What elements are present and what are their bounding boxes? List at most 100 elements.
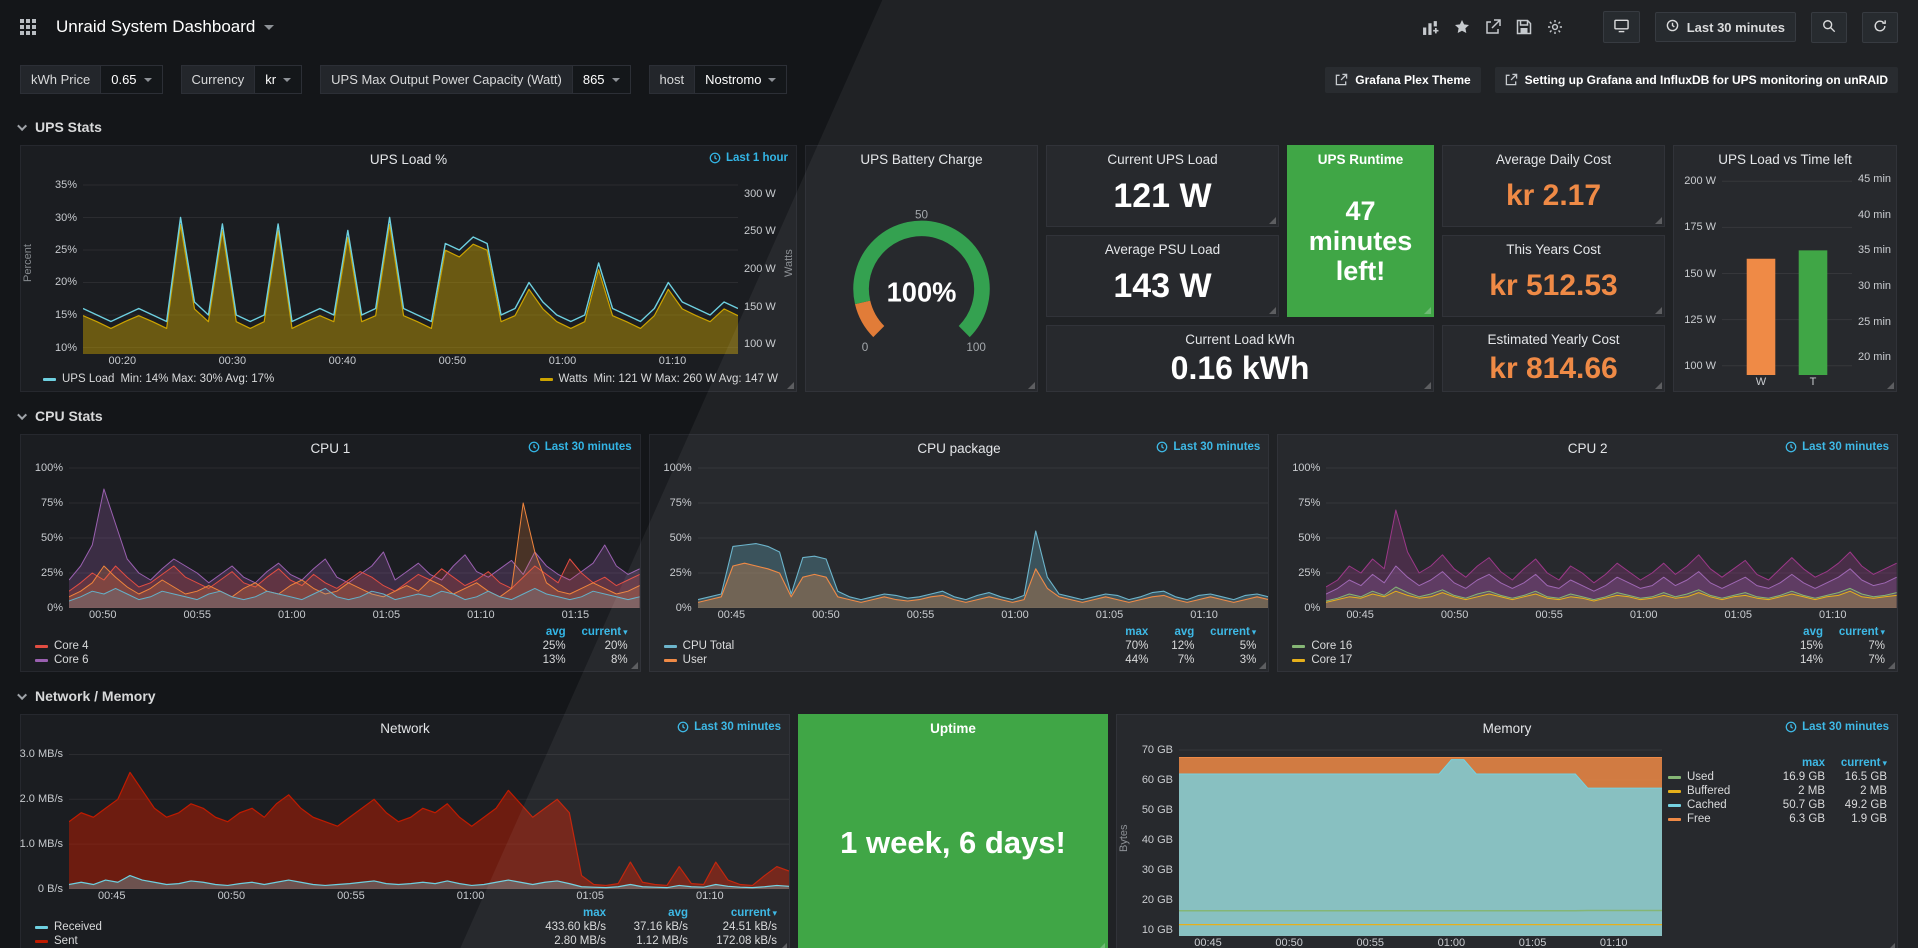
legend-column-header[interactable]: max (1125, 626, 1149, 638)
memory-graph: Bytes 70 GB 60 GB 50 GB 40 GB 30 GB 20 GB 10 GB… (1117, 741, 1897, 948)
panel-title[interactable]: CPU package (917, 440, 1001, 456)
legend-series-name[interactable]: Buffered (1668, 785, 1763, 797)
y-tick-label: 75% (669, 496, 692, 509)
panel-average-daily-cost: Average Daily Cost kr 2.17 (1442, 145, 1665, 227)
dashboard-link-ups-guide[interactable]: Setting up Grafana and InfluxDB for UPS … (1494, 66, 1898, 93)
plot-area[interactable] (1326, 461, 1897, 608)
variable-value-dropdown[interactable]: 0.65 (100, 65, 163, 94)
legend-value: 7% (1177, 654, 1195, 666)
y-tick-label: 25% (40, 566, 63, 579)
x-tick-label: 01:00 (1629, 609, 1658, 621)
chevron-down-icon (17, 689, 28, 700)
plot-area[interactable] (1179, 741, 1662, 936)
settings-gear-icon[interactable] (1547, 19, 1563, 35)
legend-column-header[interactable]: current ▾ (1840, 757, 1887, 769)
panel-title[interactable]: Uptime (930, 720, 976, 736)
x-tick-label: 01:10 (658, 355, 687, 367)
section-ups-stats[interactable]: UPS Stats (17, 113, 1898, 141)
svg-text:50: 50 (915, 208, 929, 221)
legend-column-header[interactable]: avg (1174, 626, 1195, 638)
panel-time-range: Last 30 minutes (1156, 441, 1260, 453)
panel-title[interactable]: Current Load kWh (1185, 331, 1295, 347)
legend-column-header[interactable]: avg (668, 907, 688, 919)
y-tick-label: 25 min (1858, 315, 1892, 328)
x-tick-label: 00:50 (217, 890, 246, 902)
dashboard-grid-icon[interactable] (20, 19, 36, 35)
plot-area[interactable] (83, 172, 738, 354)
legend-column-header[interactable]: avg (1803, 626, 1823, 638)
panel-title[interactable]: CPU 1 (310, 440, 351, 456)
x-tick-label: 01:10 (696, 890, 724, 902)
y-tick-label: 100% (663, 461, 692, 474)
svg-text:100%: 100% (887, 276, 957, 307)
y-tick-label: 40 min (1858, 208, 1892, 221)
zoom-out-button[interactable] (1811, 11, 1847, 43)
legend-column-header[interactable]: current ▾ (730, 907, 777, 919)
variable-value-dropdown[interactable]: kr (254, 65, 303, 94)
share-icon[interactable] (1485, 19, 1501, 35)
panel-title[interactable]: UPS Battery Charge (860, 151, 983, 167)
legend-column-header[interactable]: current ▾ (581, 626, 628, 638)
legend-series-name[interactable]: Free (1668, 813, 1763, 825)
legend-series-name[interactable]: Received (35, 921, 517, 933)
x-tick-label: 00:45 (1346, 609, 1374, 621)
panel-estimated-yearly-cost: Estimated Yearly Cost kr 814.66 (1442, 325, 1665, 392)
legend-column-header[interactable]: max (582, 907, 606, 919)
panel-title[interactable]: Network (380, 720, 430, 736)
y-tick-label: 100 W (1684, 359, 1716, 372)
legend-column-header[interactable]: current ▾ (1210, 626, 1257, 638)
plot-area[interactable] (69, 741, 789, 889)
star-icon[interactable] (1454, 19, 1470, 35)
legend-series-name[interactable]: Core 6 (35, 654, 520, 666)
y-tick-label: 30 min (1858, 279, 1892, 292)
legend-value: 25% (542, 640, 566, 652)
variable-value-dropdown[interactable]: 865 (571, 65, 631, 94)
dashboard-title[interactable]: Unraid System Dashboard (50, 16, 280, 38)
panel-title[interactable]: UPS Load % (369, 151, 448, 167)
tv-mode-button[interactable] (1602, 11, 1640, 43)
legend-series-name[interactable]: User (663, 654, 1103, 666)
legend-series-name[interactable]: UPS Load (62, 373, 115, 385)
x-axis: 00:45 00:50 00:55 01:00 01:05 01:10 (698, 608, 1261, 624)
plot-area[interactable] (69, 461, 640, 608)
section-cpu-stats[interactable]: CPU Stats (17, 402, 1898, 430)
plot-area[interactable] (697, 461, 1269, 608)
panel-title[interactable]: Memory (1482, 720, 1532, 736)
y-tick-label: 100% (1292, 461, 1321, 474)
dashboard-link-plex-theme[interactable]: Grafana Plex Theme (1325, 66, 1481, 93)
legend-series-name[interactable]: Used (1668, 771, 1763, 783)
legend-column-header[interactable]: current ▾ (1838, 626, 1885, 638)
panel-time-range: Last 30 minutes (1785, 721, 1889, 733)
variable-value-dropdown[interactable]: Nostromo (694, 65, 788, 94)
y-tick-label: 2.0 MB/s (19, 793, 63, 806)
time-range-picker[interactable]: Last 30 minutes (1654, 12, 1796, 42)
panel-title[interactable]: CPU 2 (1567, 440, 1608, 456)
panel-title[interactable]: This Years Cost (1506, 241, 1601, 257)
panel-title[interactable]: Estimated Yearly Cost (1487, 331, 1620, 347)
section-network-memory[interactable]: Network / Memory (17, 682, 1898, 710)
save-icon[interactable] (1516, 19, 1532, 35)
legend-series-color-icon (663, 658, 677, 662)
add-panel-icon[interactable] (1422, 19, 1439, 36)
panel-title[interactable]: Average Daily Cost (1495, 151, 1612, 167)
panel-title[interactable]: Current UPS Load (1107, 151, 1218, 167)
panel-title[interactable]: UPS Runtime (1317, 151, 1404, 167)
panel-title[interactable]: Average PSU Load (1104, 241, 1221, 257)
legend-series-name[interactable]: Cached (1668, 799, 1763, 811)
x-tick-label: 01:05 (576, 890, 604, 902)
legend-column-header[interactable]: avg (545, 626, 566, 638)
x-axis: 00:45 00:50 00:55 01:00 01:05 01:10 (1179, 936, 1662, 948)
legend-series-name[interactable]: Watts (558, 373, 588, 385)
stat-value: kr 2.17 (1505, 179, 1602, 212)
legend-series-name[interactable]: Sent (35, 935, 517, 947)
legend-series-name[interactable]: Core 17 (1292, 654, 1777, 666)
legend-series-name[interactable]: Core 4 (35, 640, 520, 652)
legend-series-name[interactable]: Core 16 (1292, 640, 1777, 652)
refresh-button[interactable] (1862, 11, 1898, 43)
legend-series-name[interactable]: CPU Total (663, 640, 1103, 652)
legend-column-header[interactable]: max (1801, 757, 1825, 769)
panel-title[interactable]: UPS Load vs Time left (1718, 151, 1852, 167)
panel-ups-runtime: UPS Runtime 47 minutes left! (1287, 145, 1434, 317)
legend-series-color-icon (1668, 789, 1681, 793)
plot-area[interactable] (1722, 172, 1852, 375)
